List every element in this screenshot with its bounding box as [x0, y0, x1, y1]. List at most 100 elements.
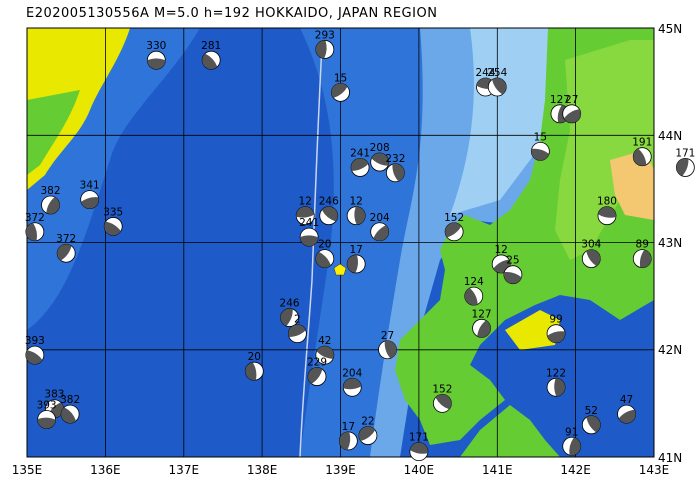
depth-label: 42 — [318, 335, 331, 347]
beachball-compression — [586, 249, 601, 267]
focal-mechanism: 171 — [675, 147, 695, 177]
beachball-compression — [280, 308, 293, 326]
beachball-compression — [25, 222, 38, 241]
depth-label: 91 — [565, 426, 578, 438]
focal-mechanism: 208 — [370, 142, 390, 172]
beachball-compression — [464, 288, 478, 306]
focal-mechanism: 191 — [632, 137, 652, 167]
lat-label: 42N — [658, 343, 682, 357]
depth-label: 52 — [585, 405, 598, 417]
beachball-compression — [373, 225, 389, 241]
beachball-compression — [531, 148, 550, 161]
depth-label: 241 — [299, 217, 319, 229]
focal-mechanism: 204 — [342, 367, 363, 397]
focal-mechanism: 22 — [358, 416, 378, 445]
depth-label: 382 — [60, 394, 80, 406]
beachball-compression — [384, 340, 397, 359]
focal-mechanism: 293 — [315, 29, 335, 59]
depth-label: 204 — [370, 212, 390, 224]
focal-mechanism: 241 — [350, 147, 370, 177]
beachball-compression — [57, 244, 72, 261]
lon-label: 143E — [639, 463, 670, 477]
depth-label: 47 — [620, 394, 633, 406]
depth-label: 232 — [385, 153, 405, 165]
beachball-compression — [492, 77, 507, 95]
depth-label: 204 — [342, 367, 362, 379]
focal-mechanism: 15 — [331, 72, 350, 102]
lon-label: 135E — [12, 463, 43, 477]
beachball-compression — [569, 437, 581, 456]
map-title: E202005130556A M=5.0 h=192 HOKKAIDO, JAP… — [26, 6, 438, 21]
beachball-compression — [639, 249, 652, 268]
shelf-coast — [450, 28, 560, 215]
focal-mechanism: 12 — [295, 196, 315, 226]
beachball-compression — [371, 153, 389, 166]
focal-mechanism: 127 — [472, 308, 492, 338]
beachball-compression — [633, 148, 647, 166]
focal-mechanism: 2 — [287, 314, 307, 344]
map-frame — [26, 27, 655, 458]
depth-label: 15 — [534, 131, 547, 143]
epicenter-marker — [333, 263, 347, 276]
beachball-compression — [392, 163, 405, 182]
depth-label: 12 — [494, 244, 507, 256]
focal-mechanism: 241 — [299, 217, 319, 247]
depth-label: 383 — [44, 389, 64, 401]
depth-label: 2 — [294, 314, 301, 326]
focal-mechanism: 27 — [562, 94, 582, 124]
depth-label: 246 — [319, 196, 339, 208]
beachball-compression — [315, 251, 331, 268]
beachball-compression — [300, 235, 319, 247]
lat-label: 41N — [658, 451, 682, 465]
focal-mechanism: 171 — [409, 432, 429, 462]
depth-label: 372 — [56, 233, 76, 245]
focal-mechanism: 382 — [40, 185, 61, 215]
beachball-compression — [331, 83, 348, 99]
beachball-compression — [316, 346, 334, 359]
beachball-compression — [347, 254, 359, 273]
depth-label: 304 — [581, 239, 601, 251]
focal-mechanism: 20 — [244, 351, 264, 381]
beachball-compression — [354, 206, 366, 225]
beachball-compression — [37, 417, 56, 429]
focal-mechanism: 180 — [597, 196, 617, 226]
focal-mechanism: 254 — [487, 67, 508, 97]
lat-label: 44N — [658, 129, 682, 143]
depth-label: 372 — [25, 212, 45, 224]
beachball-compression — [46, 197, 60, 214]
focal-mechanism: 42 — [315, 335, 335, 365]
focal-mechanism: 20 — [315, 239, 335, 268]
depth-label: 122 — [546, 367, 566, 379]
beachball-compression — [554, 378, 566, 397]
depth-label: 393 — [25, 335, 45, 347]
focal-mechanism: 372 — [25, 212, 45, 242]
beachball-compression — [563, 109, 581, 123]
focal-mechanism: 372 — [56, 233, 76, 263]
focal-mechanism: 232 — [385, 153, 405, 183]
focal-mechanism: 15 — [530, 131, 550, 161]
focal-mechanism: 281 — [201, 40, 221, 70]
lat-label: 45N — [658, 22, 682, 36]
beachball-compression — [676, 158, 689, 176]
beachball-compression — [358, 426, 376, 441]
beachball-compression — [351, 158, 369, 171]
beachball-compression — [25, 350, 43, 365]
depth-label: 89 — [636, 239, 649, 251]
beachball-compression — [339, 431, 351, 450]
asia-land — [27, 28, 130, 190]
depth-label: 254 — [487, 67, 507, 79]
depth-label: 20 — [318, 239, 331, 251]
depth-label: 208 — [370, 142, 390, 154]
beachball-compression — [410, 442, 428, 454]
focal-mechanism: 12 — [346, 196, 366, 226]
focal-mechanism: 122 — [546, 367, 566, 397]
lon-label: 142E — [560, 463, 591, 477]
lon-label: 141E — [482, 463, 513, 477]
beachball-compression — [147, 58, 166, 70]
beachball-compression — [321, 206, 338, 222]
beachball-compression — [81, 197, 99, 209]
upland-patch — [505, 310, 560, 350]
beachball-compression — [296, 206, 315, 218]
depth-label: 17 — [342, 421, 355, 433]
